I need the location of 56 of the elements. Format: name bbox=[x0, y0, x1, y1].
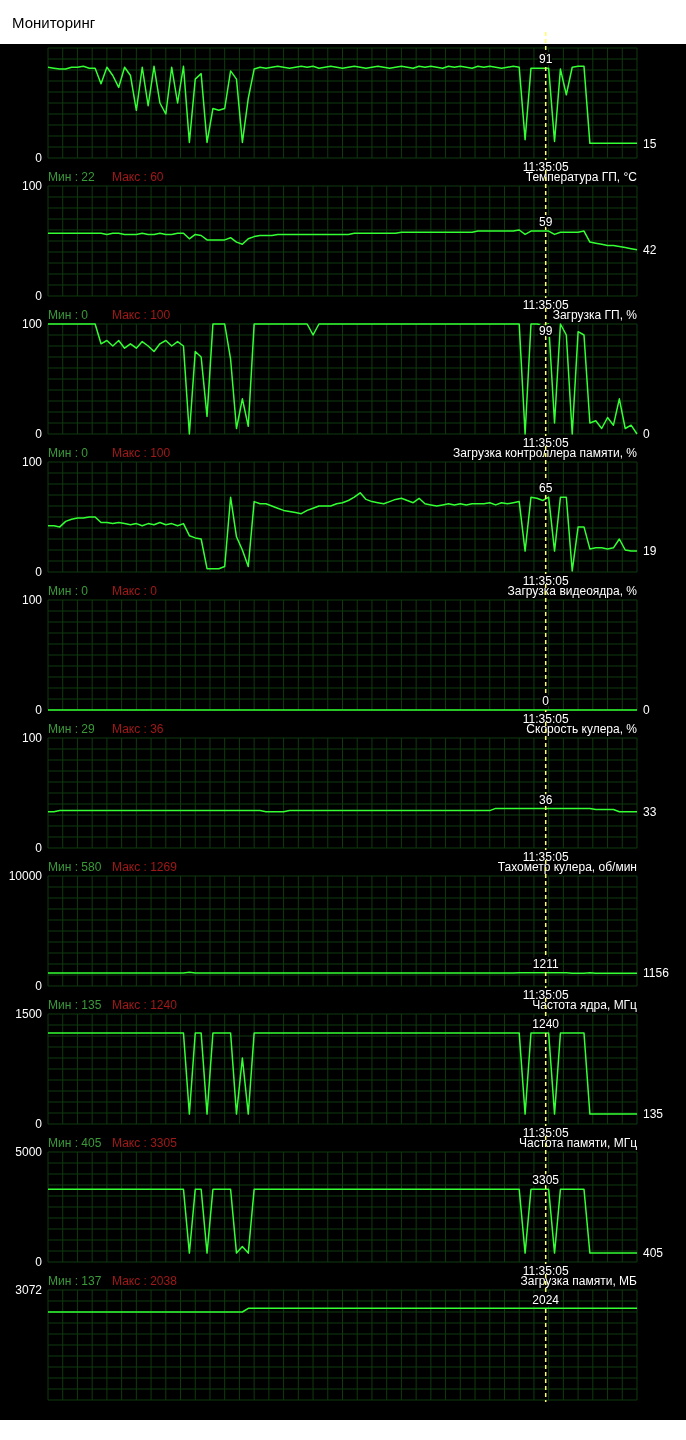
text: Мин : 22 bbox=[48, 170, 95, 184]
text: Мин : 580 bbox=[48, 860, 102, 874]
y-tick-label: 0 bbox=[35, 1255, 43, 1270]
annotation: 3305 bbox=[532, 1173, 560, 1188]
text: Макс : 1269 bbox=[112, 860, 178, 874]
text: 19 bbox=[643, 544, 657, 559]
text: Мин : 0 bbox=[48, 446, 89, 460]
y-tick-label: 0 bbox=[35, 289, 43, 304]
text: Макс : 1240 bbox=[112, 998, 178, 1012]
line-series bbox=[47, 323, 638, 435]
text: 33 bbox=[643, 804, 657, 819]
annotation: 36 bbox=[539, 792, 553, 807]
text: 0 bbox=[643, 703, 650, 718]
text: Мин : 137 bbox=[48, 1274, 102, 1288]
annotation: 1211 bbox=[532, 956, 559, 971]
y-tick-label: 100 bbox=[21, 317, 43, 332]
text: Макс : 60 bbox=[112, 170, 164, 184]
text: 42 bbox=[643, 243, 657, 257]
text: Мин : 135 bbox=[48, 998, 102, 1012]
line-series bbox=[47, 229, 638, 251]
text: Мин : 29 bbox=[48, 722, 95, 736]
text: Мин : 0 bbox=[48, 584, 89, 598]
text: Макс : 100 bbox=[112, 446, 171, 460]
annotation: 0 bbox=[542, 694, 550, 709]
text: 1156 bbox=[643, 966, 670, 981]
text: 135 bbox=[643, 1107, 664, 1122]
text: 0 bbox=[643, 427, 650, 442]
text: Макс : 0 bbox=[112, 584, 158, 598]
y-tick-label: 100 bbox=[21, 593, 43, 608]
text: 405 bbox=[643, 1246, 664, 1261]
annotation: 59 bbox=[539, 215, 553, 230]
y-tick-label: 1500 bbox=[15, 1007, 43, 1022]
y-tick-label: 0 bbox=[35, 427, 43, 442]
text: Макс : 100 bbox=[112, 308, 171, 322]
text: Мин : 405 bbox=[48, 1136, 102, 1150]
y-tick-label: 100 bbox=[21, 731, 43, 746]
text: Макс : 3305 bbox=[112, 1136, 178, 1150]
y-tick-label: 0 bbox=[35, 1117, 43, 1132]
annotation: 1240 bbox=[532, 1017, 560, 1032]
annotation: 91 bbox=[539, 52, 553, 67]
annotation: 65 bbox=[539, 481, 553, 496]
y-tick-label: 0 bbox=[35, 979, 43, 994]
chart-title: Мониторинг bbox=[12, 14, 96, 31]
text: Макс : 36 bbox=[112, 722, 164, 736]
y-tick-label: 0 bbox=[35, 841, 43, 856]
y-tick-label: 0 bbox=[35, 703, 43, 718]
y-tick-label: 0 bbox=[35, 565, 43, 580]
y-tick-label: 100 bbox=[21, 179, 43, 194]
y-tick-label: 100 bbox=[21, 455, 43, 470]
text: Макс : 2038 bbox=[112, 1274, 178, 1288]
text: Мин : 0 bbox=[48, 308, 89, 322]
text: 2024 bbox=[532, 1292, 560, 1307]
y-tick-label: 10000 bbox=[8, 869, 43, 884]
text: 3072 bbox=[15, 1283, 43, 1298]
text: 15 bbox=[643, 136, 657, 151]
y-tick-label: 5000 bbox=[15, 1145, 43, 1160]
